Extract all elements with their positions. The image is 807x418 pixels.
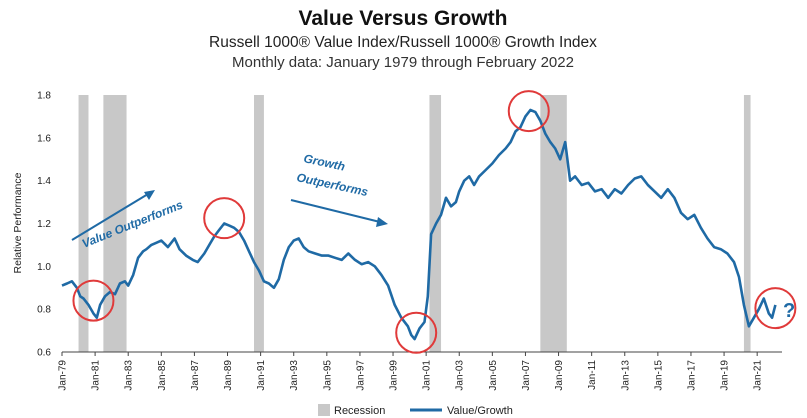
x-tick-label: Jan-89 bbox=[223, 360, 234, 391]
legend-series-label: Value/Growth bbox=[447, 405, 513, 417]
legend-recession-label: Recession bbox=[334, 405, 385, 417]
x-tick-label: Jan-15 bbox=[653, 360, 664, 391]
growth-arrow-line bbox=[290, 199, 381, 223]
x-tick-label: Jan-01 bbox=[422, 360, 433, 391]
series-line-value-growth bbox=[61, 108, 777, 341]
x-tick-label: Jan-05 bbox=[488, 360, 499, 391]
x-tick-label: Jan-17 bbox=[686, 360, 697, 391]
x-tick-label: Jan-03 bbox=[455, 360, 466, 391]
x-tick-label: Jan-07 bbox=[521, 360, 532, 391]
legend-recession-swatch bbox=[318, 404, 330, 416]
x-tick-label: Jan-93 bbox=[289, 360, 300, 391]
highlight-circle-1 bbox=[203, 197, 246, 240]
x-tick-label: Jan-79 bbox=[58, 360, 69, 391]
chart-title: Value Versus Growth bbox=[299, 7, 508, 30]
recession-band-4 bbox=[540, 95, 567, 352]
y-tick-label: 0.6 bbox=[37, 348, 51, 359]
y-tick-label: 0.8 bbox=[37, 305, 51, 316]
x-tick-label: Jan-87 bbox=[190, 360, 201, 391]
growth-arrow-head-icon bbox=[376, 217, 388, 227]
chart-subtitle-2: Monthly data: January 1979 through Febru… bbox=[232, 54, 574, 71]
highlight-circles bbox=[72, 90, 797, 354]
y-tick-label: 1.2 bbox=[37, 219, 51, 230]
recession-band-0 bbox=[78, 95, 89, 352]
x-tick-label: Jan-09 bbox=[554, 360, 565, 391]
x-tick-label: Jan-83 bbox=[124, 360, 135, 391]
growth-outperforms-label-1: Growth bbox=[302, 151, 346, 173]
y-tick-label: 1.0 bbox=[37, 262, 51, 273]
y-tick-label: 1.4 bbox=[37, 176, 51, 187]
y-axis-label: Relative Performance bbox=[12, 172, 24, 273]
highlight-circle-2 bbox=[395, 311, 438, 354]
highlight-circle-4 bbox=[754, 287, 797, 330]
recession-band-2 bbox=[254, 95, 264, 352]
value-arrow-head-icon bbox=[144, 190, 155, 200]
x-tick-label: Jan-81 bbox=[91, 360, 102, 391]
value-outperforms-annotation: Value Outperforms bbox=[71, 190, 185, 251]
x-tick-label: Jan-91 bbox=[256, 360, 267, 391]
x-tick-label: Jan-21 bbox=[753, 360, 764, 391]
x-tick-label: Jan-85 bbox=[157, 360, 168, 391]
x-tick-label: Jan-13 bbox=[620, 360, 631, 391]
x-tick-label: Jan-95 bbox=[322, 360, 333, 391]
x-tick-label: Jan-11 bbox=[587, 360, 598, 390]
highlight-circle-0 bbox=[72, 279, 115, 322]
chart-subtitle: Russell 1000® Value Index/Russell 1000® … bbox=[209, 34, 597, 51]
growth-outperforms-label-2: Outperforms bbox=[295, 170, 369, 199]
value-outperforms-label: Value Outperforms bbox=[80, 197, 185, 250]
growth-outperforms-annotation: Growth Outperforms bbox=[290, 151, 388, 227]
y-axis-ticks: 0.6 0.8 1.0 1.2 1.4 1.6 1.8 bbox=[37, 91, 51, 359]
x-axis-ticks: Jan-79 Jan-81 Jan-83 Jan-85 Jan-87 Jan-89 Jan-… bbox=[58, 352, 764, 391]
recession-band-5 bbox=[743, 95, 751, 352]
x-tick-label: Jan-97 bbox=[355, 360, 366, 391]
y-tick-label: 1.6 bbox=[37, 133, 51, 144]
x-tick-label: Jan-99 bbox=[389, 360, 400, 391]
value-arrow-line bbox=[71, 193, 149, 241]
y-tick-label: 1.8 bbox=[37, 91, 51, 102]
x-tick-label: Jan-19 bbox=[720, 360, 731, 391]
question-mark: ? bbox=[783, 300, 795, 322]
legend: Recession Value/Growth bbox=[318, 404, 513, 417]
highlight-circle-3 bbox=[507, 90, 550, 133]
